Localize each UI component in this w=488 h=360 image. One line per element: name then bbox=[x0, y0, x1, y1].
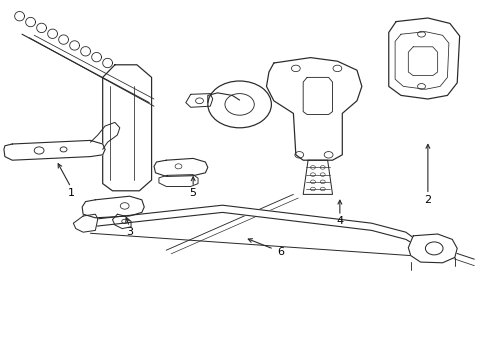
Text: 5: 5 bbox=[189, 188, 196, 198]
Text: 3: 3 bbox=[126, 227, 133, 237]
Polygon shape bbox=[388, 18, 459, 99]
Polygon shape bbox=[102, 65, 151, 191]
Polygon shape bbox=[73, 214, 98, 232]
Polygon shape bbox=[266, 58, 361, 160]
Polygon shape bbox=[4, 140, 105, 160]
Polygon shape bbox=[112, 214, 131, 229]
Polygon shape bbox=[82, 196, 144, 218]
Polygon shape bbox=[185, 94, 212, 107]
Polygon shape bbox=[154, 158, 207, 176]
Text: 2: 2 bbox=[424, 195, 430, 205]
Text: 1: 1 bbox=[67, 188, 74, 198]
Text: 4: 4 bbox=[336, 216, 343, 226]
Polygon shape bbox=[407, 234, 456, 263]
Polygon shape bbox=[90, 205, 417, 247]
Text: 6: 6 bbox=[277, 247, 284, 257]
Polygon shape bbox=[303, 160, 332, 194]
Polygon shape bbox=[159, 175, 198, 186]
